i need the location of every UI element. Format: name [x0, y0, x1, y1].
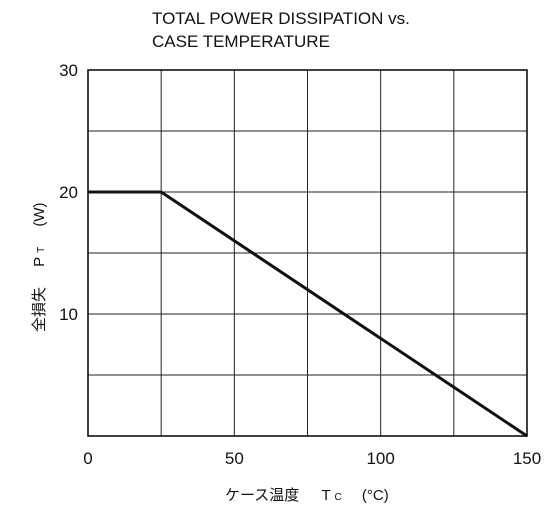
chart-title-line-1: TOTAL POWER DISSIPATION vs. — [152, 9, 410, 28]
y-axis-label-name: 全損失 — [30, 287, 48, 332]
plot-border — [87, 69, 528, 437]
y-axis-label-symbol: P — [31, 257, 48, 267]
x-tick-label: 50 — [225, 449, 244, 468]
x-axis-label-subscript: C — [335, 492, 342, 503]
x-tick-label: 100 — [366, 449, 394, 468]
x-axis-label-name: ケース温度 — [225, 487, 299, 504]
y-tick-label: 30 — [59, 61, 78, 80]
x-axis-label-symbol: T — [321, 487, 330, 504]
y-axis-label: 全損失 P T (W) — [30, 202, 48, 332]
x-tick-label: 150 — [513, 449, 541, 468]
plot-frame — [87, 69, 528, 437]
y-axis-label-subscript: T — [36, 247, 47, 253]
x-tick-labels: 0 50 100 150 — [83, 449, 541, 468]
series-group — [88, 190, 528, 438]
y-tick-labels: 10 20 30 — [59, 61, 78, 324]
chart-title: TOTAL POWER DISSIPATION vs. CASE TEMPERA… — [152, 9, 410, 51]
x-axis-label-unit: (°C) — [362, 487, 389, 504]
y-tick-label: 20 — [59, 183, 78, 202]
x-axis-label: ケース温度 T C (°C) — [225, 487, 389, 504]
series-line-1 — [88, 190, 528, 438]
chart-grid — [88, 70, 527, 436]
x-tick-label: 0 — [83, 449, 92, 468]
chart-title-line-2: CASE TEMPERATURE — [152, 32, 330, 51]
y-tick-label: 10 — [59, 305, 78, 324]
y-axis-label-unit: (W) — [31, 202, 48, 226]
